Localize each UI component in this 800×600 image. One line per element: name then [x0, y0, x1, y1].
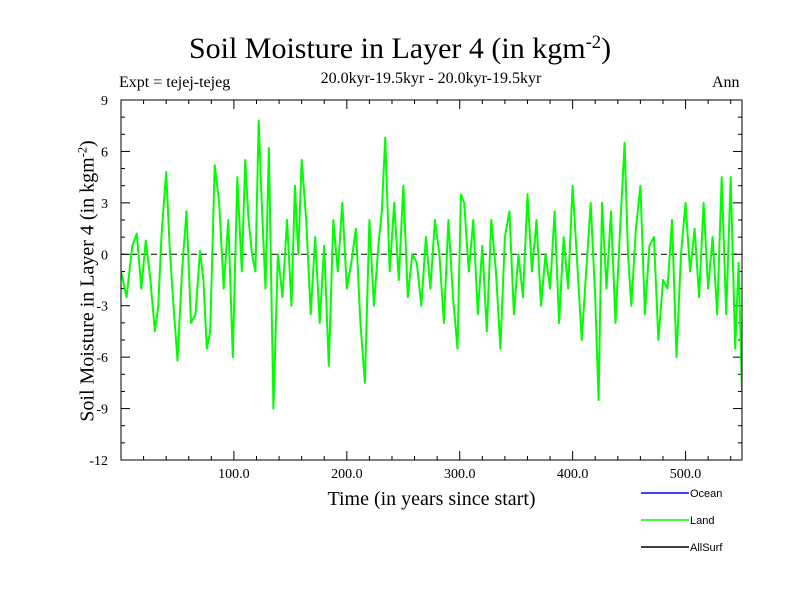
- x-axis-label: Time (in years since start): [327, 488, 536, 510]
- x-tick-label: 300.0: [444, 467, 476, 482]
- series-line-land: [121, 119, 742, 410]
- x-tick-label: 500.0: [670, 467, 702, 482]
- x-tick-label: 400.0: [557, 467, 589, 482]
- legend: Ocean Land AllSurf: [641, 488, 723, 554]
- y-tick-label: -9: [96, 403, 108, 418]
- x-tick-label: 100.0: [218, 467, 250, 482]
- chart-title: Soil Moisture in Layer 4 (in kgm-2): [188, 31, 612, 65]
- legend-label-ocean: Ocean: [690, 488, 722, 500]
- legend-label-allsurf: AllSurf: [690, 542, 723, 554]
- axes-layer: 100.0 200.0 300.0 400.0 500.0 -12 -9 -6 -3 0 3 6 9: [89, 94, 742, 482]
- legend-label-land: Land: [690, 515, 714, 527]
- chart-subtitle: 20.0kyr-19.5kyr - 20.0kyr-19.5kyr: [320, 70, 542, 87]
- series-layer: [121, 119, 742, 410]
- y-tick-label: 6: [101, 145, 108, 160]
- x-tick-label: 200.0: [331, 467, 363, 482]
- y-tick-label: 9: [101, 94, 108, 109]
- y-tick-label: -6: [96, 351, 108, 366]
- y-tick-label: 0: [101, 248, 108, 263]
- plot-frame: [120, 99, 743, 461]
- experiment-label: Expt = tejej-tejeg: [119, 74, 231, 91]
- y-tick-label: -3: [96, 300, 108, 315]
- y-tick-label: 3: [101, 197, 108, 212]
- season-label: Ann: [712, 74, 740, 91]
- y-tick-label: -12: [89, 454, 108, 469]
